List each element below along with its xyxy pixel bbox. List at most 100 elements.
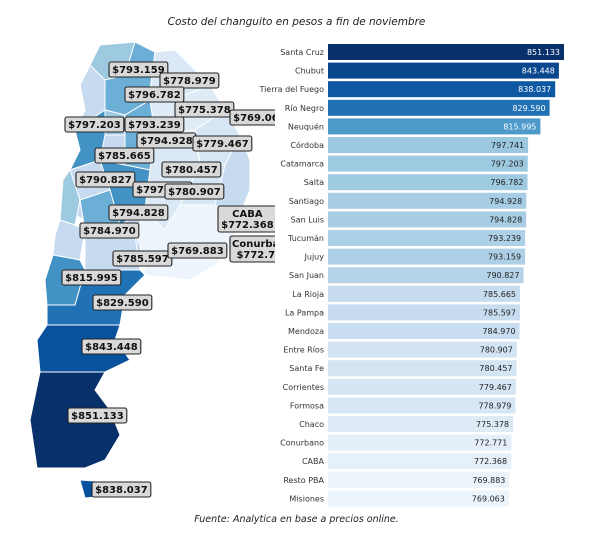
value-label: 797.741 — [491, 141, 524, 150]
category-label: Entre Ríos — [283, 346, 324, 355]
bar — [328, 471, 510, 488]
map-value-label: $838.037 — [91, 481, 152, 498]
category-label: Jujuy — [304, 253, 325, 262]
bar — [328, 155, 528, 172]
category-label: Chubut — [295, 67, 324, 76]
category-label: La Rioja — [292, 290, 324, 299]
category-label: Resto PBA — [283, 476, 324, 485]
category-label: Tucumán — [287, 234, 324, 243]
svg-text:$793.239: $793.239 — [128, 120, 181, 131]
bar — [328, 174, 528, 191]
category-label: San Luis — [291, 215, 324, 224]
bar — [328, 230, 526, 246]
bar — [328, 192, 527, 209]
svg-text:Conurbano: Conurbano — [232, 239, 275, 250]
map-value-label: CABA$772.368 — [217, 205, 275, 233]
bar — [328, 416, 514, 432]
svg-text:CABA: CABA — [232, 209, 263, 220]
map-value-label: $769.883 — [167, 242, 228, 259]
value-label: 784.970 — [482, 327, 515, 336]
map-value-label: $843.448 — [81, 338, 142, 355]
category-label: Santiago — [289, 197, 324, 206]
svg-text:$797.741: $797.741 — [136, 185, 189, 196]
value-label: 793.159 — [488, 253, 521, 262]
category-label: Misiones — [289, 494, 324, 503]
value-label: 838.037 — [518, 85, 551, 94]
svg-text:$815.995: $815.995 — [65, 273, 118, 284]
value-label: 769.063 — [472, 494, 505, 503]
category-label: Santa Fe — [289, 364, 324, 373]
value-label: 780.907 — [480, 346, 513, 355]
argentina-map: $793.159$778.979 $796.782 $775.378$769.063… — [29, 41, 275, 499]
value-label: 793.239 — [488, 234, 521, 243]
bar — [328, 453, 512, 470]
svg-text:$778.979: $778.979 — [163, 76, 216, 87]
value-label: 790.827 — [486, 271, 519, 280]
map-value-label: $779.467 — [192, 135, 253, 152]
svg-text:$785.597: $785.597 — [116, 254, 169, 265]
map-value-label: $815.995 — [61, 269, 122, 286]
category-label: Conurbano — [280, 439, 324, 448]
svg-text:$775.378: $775.378 — [178, 105, 231, 116]
value-label: 815.995 — [503, 122, 536, 131]
category-label: Tierra del Fuego — [258, 85, 324, 94]
bar — [328, 434, 512, 451]
category-label: Río Negro — [285, 104, 324, 113]
value-label: 769.883 — [472, 476, 505, 485]
category-label: Chaco — [299, 420, 324, 429]
category-label: Catamarca — [280, 160, 324, 169]
map-value-label: $784.970 — [79, 222, 140, 239]
map-value-label: $829.590 — [92, 294, 153, 311]
map-value-label: $851.133 — [67, 407, 128, 424]
category-label: La Pampa — [285, 308, 324, 317]
bar — [328, 323, 520, 339]
category-label: Neuquén — [288, 121, 324, 131]
map-value-label: Conurbano$772.771 — [229, 235, 275, 263]
value-label: 829.590 — [512, 104, 545, 113]
category-label: Salta — [304, 178, 324, 187]
category-label: Córdoba — [290, 140, 324, 150]
bar — [328, 211, 527, 228]
map-value-label: $769.063 — [229, 109, 275, 126]
bar — [328, 248, 526, 265]
svg-text:$794.828: $794.828 — [112, 208, 165, 219]
svg-text:$793.159: $793.159 — [112, 65, 165, 76]
svg-text:$829.590: $829.590 — [96, 298, 149, 309]
value-label: 775.378 — [476, 420, 509, 429]
category-label: Santa Cruz — [280, 48, 324, 57]
value-label: 779.467 — [479, 383, 512, 392]
value-label: 796.782 — [490, 178, 523, 187]
map-value-label: $793.239 — [124, 116, 185, 133]
bar — [328, 137, 529, 153]
value-label: 785.597 — [483, 308, 516, 317]
value-label: 772.771 — [474, 439, 507, 448]
svg-text:$838.037: $838.037 — [95, 485, 148, 496]
value-label: 797.203 — [491, 160, 524, 169]
bar — [328, 285, 520, 302]
bar — [328, 341, 517, 358]
svg-text:$785.665: $785.665 — [98, 151, 151, 162]
map-value-label: $793.159 — [108, 61, 169, 78]
category-label: CABA — [302, 457, 325, 466]
map-value-label: $778.979 — [159, 72, 220, 89]
value-label: 851.133 — [527, 48, 560, 57]
svg-text:$780.907: $780.907 — [168, 187, 221, 198]
svg-text:$784.970: $784.970 — [83, 226, 136, 237]
bar — [328, 99, 550, 116]
bar — [328, 267, 524, 284]
svg-text:$772.771: $772.771 — [236, 250, 275, 261]
bar — [328, 62, 559, 79]
chart-title: Costo del changuito en pesos a fin de no… — [167, 16, 426, 28]
bar — [328, 304, 520, 321]
bar — [328, 397, 516, 414]
value-label: 785.665 — [483, 290, 516, 299]
svg-text:$797.203: $797.203 — [68, 120, 121, 131]
svg-text:$790.827: $790.827 — [79, 175, 132, 186]
svg-text:$796.782: $796.782 — [128, 90, 181, 101]
value-label: 794.828 — [489, 215, 522, 224]
category-label: San Juan — [289, 271, 324, 280]
value-label: 778.979 — [478, 401, 511, 410]
svg-text:$772.368: $772.368 — [221, 220, 274, 231]
value-label: 772.368 — [474, 457, 507, 466]
